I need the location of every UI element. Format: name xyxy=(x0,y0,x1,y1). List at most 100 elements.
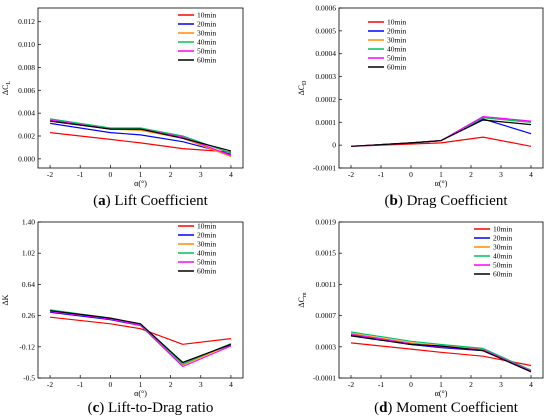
y-tick-label: 0.64 xyxy=(22,280,35,289)
x-tick-label: -2 xyxy=(47,380,53,389)
x-axis-label: α(°) xyxy=(435,179,448,188)
x-tick-label: 3 xyxy=(499,380,503,389)
series-line-50min xyxy=(350,333,532,372)
y-tick-label: 0.0007 xyxy=(315,311,336,320)
x-tick-label: 1 xyxy=(139,380,143,389)
legend-label: 50min xyxy=(197,47,216,56)
y-tick-label: 0.0019 xyxy=(315,218,336,227)
series-line-60min xyxy=(350,335,532,373)
legend-label: 50min xyxy=(197,258,216,267)
x-tick-label: -2 xyxy=(348,170,354,179)
series-line-40min xyxy=(350,331,532,371)
y-tick-label: 0.008 xyxy=(18,63,35,72)
y-axis-label: ΔK xyxy=(1,294,10,305)
x-tick-label: 2 xyxy=(469,170,473,179)
legend-label: 30min xyxy=(387,36,406,45)
chart-panel-c: -2 -1 0 1 2 3 4 -0.5 -0.12 0.26 0.64 1.02 1.40 α(°) ΔK… xyxy=(1,218,244,416)
x-tick-label: 2 xyxy=(169,170,173,179)
series-line-20min xyxy=(50,122,232,155)
legend-label: 60min xyxy=(493,270,512,279)
y-tick-label: 0.0011 xyxy=(316,280,337,289)
y-tick-label: -0.0001 xyxy=(313,374,336,383)
y-tick-label: 1.02 xyxy=(22,249,35,258)
legend-label: 40min xyxy=(197,249,216,258)
x-tick-label: 1 xyxy=(139,170,143,179)
legend-label: 10min xyxy=(197,222,216,231)
y-tick-label: 0.0002 xyxy=(315,95,336,104)
x-tick-label: -1 xyxy=(378,170,384,179)
y-tick-label: 0.0015 xyxy=(315,249,336,258)
legend-label: 40min xyxy=(197,38,216,47)
y-tick-label: 0.010 xyxy=(18,40,35,49)
x-axis-label: α(°) xyxy=(134,179,147,188)
y-tick-label: 0.004 xyxy=(18,109,35,118)
x-tick-label: 4 xyxy=(229,380,233,389)
legend-label: 20min xyxy=(493,234,512,243)
y-tick-label: 0.26 xyxy=(22,311,35,320)
x-tick-label: -1 xyxy=(77,170,83,179)
legend-label: 40min xyxy=(493,252,512,261)
x-tick-label: 1 xyxy=(439,380,443,389)
y-tick-label: 0.0005 xyxy=(315,26,336,35)
series-line-10min xyxy=(350,136,532,147)
legend-label: 10min xyxy=(387,18,406,27)
series-line-30min xyxy=(50,120,232,158)
plot-frame xyxy=(338,221,544,379)
x-tick-label: 4 xyxy=(229,170,233,179)
series-line-60min xyxy=(50,310,232,363)
series-line-40min xyxy=(50,118,232,154)
y-tick-label: 0.000 xyxy=(18,154,35,163)
legend-label: 60min xyxy=(387,63,406,72)
legend-label: 40min xyxy=(387,45,406,54)
legend-label: 20min xyxy=(197,20,216,29)
series-line-10min xyxy=(50,132,231,153)
panel-caption: (c) Lift-to-Drag ratio xyxy=(88,400,214,416)
series-line-10min xyxy=(350,342,532,367)
x-tick-label: 0 xyxy=(108,380,112,389)
x-tick-label: 4 xyxy=(529,170,533,179)
panel-caption: (a) Lift Coefficient xyxy=(93,193,209,209)
legend-label: 10min xyxy=(493,225,512,234)
series-line-60min xyxy=(350,119,532,147)
series-line-50min xyxy=(50,310,232,368)
x-tick-label: 0 xyxy=(409,170,413,179)
y-tick-label: 0.006 xyxy=(18,86,35,95)
legend-label: 30min xyxy=(197,29,216,38)
x-tick-label: 4 xyxy=(529,380,533,389)
legend-label: 20min xyxy=(387,27,406,36)
series-line-20min xyxy=(350,334,532,372)
legend-label: 10min xyxy=(197,11,216,20)
y-tick-label: 0 xyxy=(332,141,336,150)
y-tick-label: 0.0001 xyxy=(315,118,336,127)
legend-label: 50min xyxy=(387,54,406,63)
legend-label: 60min xyxy=(197,56,216,65)
legend-label: 20min xyxy=(197,231,216,240)
x-tick-label: 2 xyxy=(169,380,173,389)
y-axis-label: ΔCD xyxy=(297,80,308,95)
chart-panel-b: -2 -1 0 1 2 3 4 -0.0001 0 0.0001 0.0002 0.0003 0.000… xyxy=(297,4,544,209)
series-line-10min xyxy=(50,316,231,345)
x-axis-label: α(°) xyxy=(435,389,448,398)
x-tick-label: 0 xyxy=(409,380,413,389)
x-tick-label: -1 xyxy=(378,380,384,389)
series-line-20min xyxy=(350,118,532,147)
legend-label: 60min xyxy=(197,267,216,276)
y-tick-label: 0.0003 xyxy=(315,72,336,81)
panel-caption: (d) Moment Coefficient xyxy=(374,400,519,416)
chart-panel-a: -2 -1 0 1 2 3 4 0.000 0.002 0.004 0.006 0.008 0.010 0… xyxy=(1,7,244,209)
chart-panel-d: -2 -1 0 1 2 3 4 -0.0001 0.0003 0.0007 0.0011 0.0015… xyxy=(297,218,544,416)
x-tick-label: 0 xyxy=(108,170,112,179)
y-tick-label: 0.0004 xyxy=(315,49,336,58)
x-tick-label: 3 xyxy=(199,380,203,389)
x-tick-label: -1 xyxy=(77,380,83,389)
y-tick-label: 0.0003 xyxy=(315,342,336,351)
y-axis-label: ΔCm xyxy=(297,292,308,307)
y-tick-label: -0.5 xyxy=(23,374,35,383)
series-line-30min xyxy=(50,310,232,366)
x-tick-label: -2 xyxy=(348,380,354,389)
